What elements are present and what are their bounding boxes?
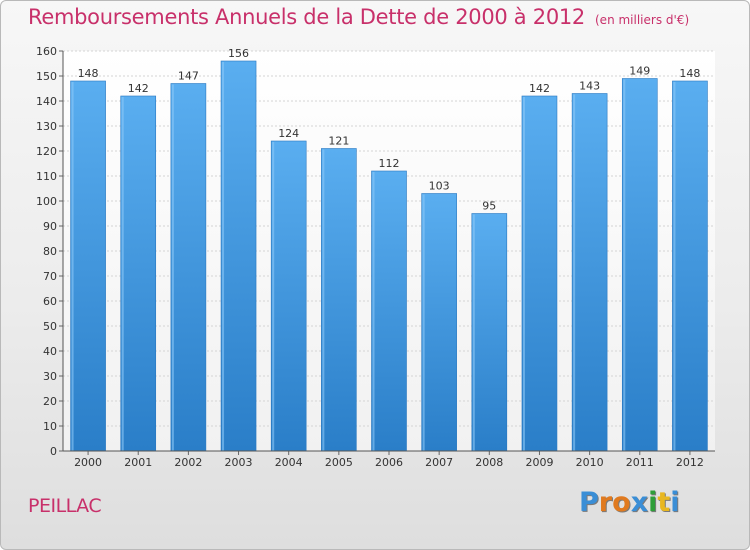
- bar-highlight: [522, 97, 525, 451]
- bar-value-label: 149: [629, 65, 650, 78]
- bar-highlight: [222, 62, 225, 451]
- x-tick-label: 2011: [626, 456, 654, 469]
- bar-highlight: [472, 214, 475, 451]
- x-tick-label: 2004: [275, 456, 303, 469]
- x-tick-label: 2002: [174, 456, 202, 469]
- x-tick-label: 2012: [676, 456, 704, 469]
- bar-highlight: [422, 194, 425, 451]
- logo-letter: P: [579, 487, 599, 518]
- bar-value-label: 112: [379, 157, 400, 170]
- bar: [220, 60, 257, 452]
- bars: 148 142 147 156 124 121 112 103 95 142 143 149 148: [70, 47, 708, 452]
- y-axis: 0 10 20 30 40 50 60 70 80 90 100 110 120 130 140 150 160: [36, 45, 64, 458]
- x-tick-label: 2006: [375, 456, 403, 469]
- bar: [170, 83, 207, 452]
- y-tick-label: 130: [36, 120, 57, 133]
- bar: [270, 140, 307, 452]
- bar-value-label: 156: [228, 47, 249, 60]
- bar: [120, 95, 157, 452]
- x-tick-label: 2005: [325, 456, 353, 469]
- bar: [421, 193, 457, 452]
- chart-title: Remboursements Annuels de la Dette de 20…: [28, 5, 689, 29]
- bar-value-label: 124: [278, 127, 299, 140]
- bar-highlight: [372, 172, 375, 451]
- y-tick-label: 60: [43, 295, 57, 308]
- logo-letter: t: [657, 487, 671, 518]
- bar-value-label: 143: [579, 80, 600, 93]
- bar: [321, 148, 357, 452]
- proxiti-logo: Proxiti: [579, 487, 680, 518]
- x-tick-label: 2008: [475, 456, 503, 469]
- bar-highlight: [623, 79, 626, 451]
- y-tick-label: 0: [50, 445, 57, 458]
- bar-highlight: [121, 97, 124, 451]
- bar: [371, 170, 407, 452]
- y-tick-label: 80: [43, 245, 57, 258]
- y-tick-label: 50: [43, 320, 57, 333]
- bar-highlight: [71, 82, 74, 451]
- bar-value-label: 121: [328, 135, 349, 148]
- bar-highlight: [673, 82, 676, 451]
- logo-letter: o: [612, 487, 631, 518]
- bar-value-label: 142: [128, 82, 149, 95]
- bar-value-label: 148: [679, 67, 700, 80]
- bar: [70, 80, 106, 452]
- x-tick-label: 2000: [74, 456, 102, 469]
- bar: [672, 80, 708, 452]
- y-tick-label: 150: [36, 70, 57, 83]
- logo-letter: i: [648, 487, 658, 518]
- y-tick-label: 90: [43, 220, 57, 233]
- bar-value-label: 95: [482, 200, 496, 213]
- y-tick-label: 70: [43, 270, 57, 283]
- bar-highlight: [272, 142, 275, 451]
- bar-value-label: 147: [178, 70, 199, 83]
- y-tick-label: 140: [36, 95, 57, 108]
- logo-letter: x: [630, 487, 649, 518]
- bar-value-label: 103: [429, 180, 450, 193]
- bar-value-label: 142: [529, 82, 550, 95]
- x-tick-label: 2007: [425, 456, 453, 469]
- bar-value-label: 148: [78, 67, 99, 80]
- y-tick-label: 120: [36, 145, 57, 158]
- y-tick-label: 100: [36, 195, 57, 208]
- bar: [521, 95, 558, 452]
- y-tick-label: 10: [43, 420, 57, 433]
- bar: [471, 213, 508, 452]
- x-axis: 2000 2001 2002 2003 2004 2005 2006 2007 2008 2009…: [63, 450, 715, 469]
- logo-letter: r: [598, 487, 613, 518]
- logo-letter: i: [670, 487, 680, 518]
- x-tick-label: 2001: [124, 456, 152, 469]
- y-tick-label: 20: [43, 395, 57, 408]
- bar: [621, 78, 658, 452]
- bar-highlight: [573, 94, 576, 451]
- title-text: Remboursements Annuels de la Dette de 20…: [28, 5, 585, 29]
- commune-name: PEILLAC: [28, 495, 102, 517]
- unit-note: (en milliers d'€): [595, 13, 690, 27]
- bar-highlight: [322, 149, 325, 451]
- y-tick-label: 160: [36, 45, 57, 58]
- x-tick-label: 2010: [576, 456, 604, 469]
- x-tick-label: 2009: [525, 456, 553, 469]
- bar: [571, 93, 608, 452]
- x-tick-label: 2003: [225, 456, 253, 469]
- bar-highlight: [171, 84, 174, 451]
- y-tick-label: 30: [43, 370, 57, 383]
- y-tick-label: 110: [36, 170, 57, 183]
- y-tick-label: 40: [43, 345, 57, 358]
